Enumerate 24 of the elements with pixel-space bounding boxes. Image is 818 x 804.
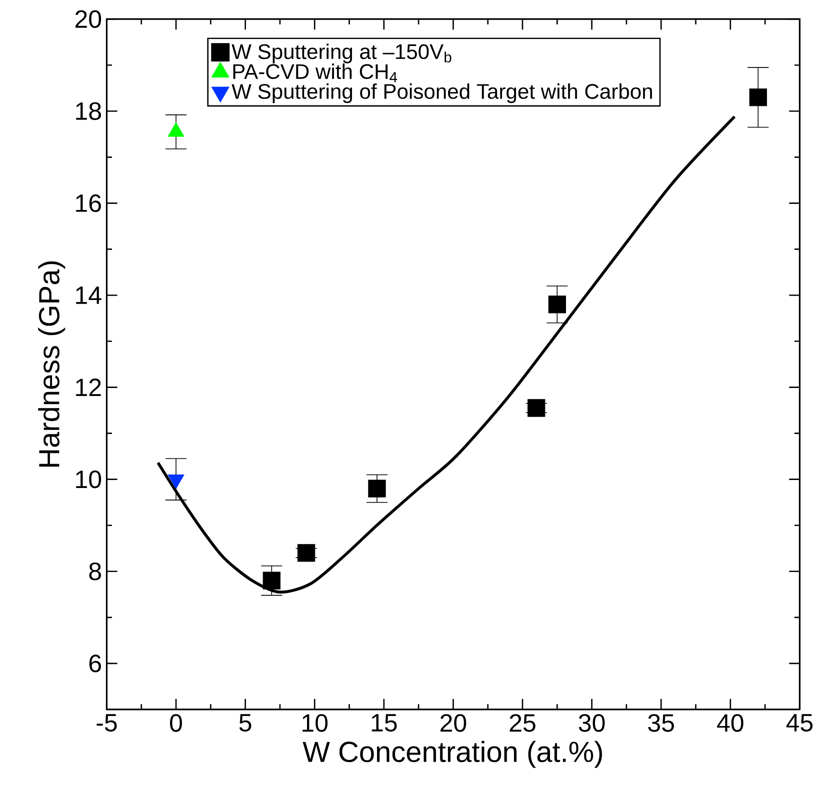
x-tick-label: 45 [786, 714, 813, 732]
legend-label: PA-CVD with CH$_{4}$ [233, 63, 398, 82]
x-tick-label: 10 [302, 714, 328, 732]
x-tick-label: 35 [648, 714, 674, 732]
y-tick-label: 20 [75, 10, 102, 28]
y-tick-label: 16 [76, 194, 101, 212]
x-tick-label: 5 [239, 714, 252, 732]
x-tick-label: 20 [440, 714, 466, 732]
legend-label: W Sputtering of Poisoned Target with Carbon [232, 83, 652, 103]
x-tick-label: 30 [578, 714, 605, 732]
x-tick-label: -5 [96, 714, 117, 732]
y-tick-label: 6 [89, 654, 101, 672]
y-axis-title: Hardness (GPa) [38, 261, 66, 466]
y-tick-label: 12 [76, 378, 101, 396]
legend-label: W Sputtering at –150V$_{b}$ [232, 44, 452, 64]
x-tick-label: 25 [510, 714, 536, 732]
x-tick-label: 40 [717, 714, 744, 732]
y-tick-label: 14 [76, 286, 102, 304]
x-tick-label: 0 [170, 714, 182, 732]
x-tick-label: 15 [372, 714, 397, 732]
x-axis-title: W Concentration (at.%) [302, 740, 602, 768]
y-tick-label: 8 [89, 562, 101, 580]
y-tick-label: 10 [76, 470, 102, 488]
y-tick-label: 18 [76, 102, 101, 120]
